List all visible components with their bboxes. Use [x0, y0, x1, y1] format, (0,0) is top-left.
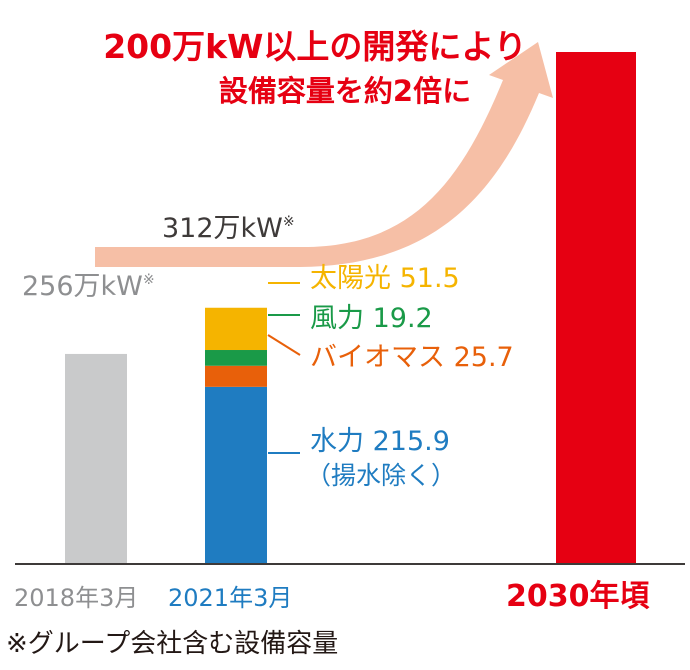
bar-segment-1: [205, 386, 267, 564]
x-tick-label-3: 2030年頃: [506, 579, 650, 614]
segment-label-3: 風力 19.2: [310, 303, 433, 334]
bar-2-total-label: 312万kW※: [162, 213, 295, 244]
footnote-mark: ※: [283, 214, 295, 230]
bar-1-rect: [65, 353, 127, 564]
headline-line2: 設備容量を約2倍に: [219, 74, 471, 108]
growth-arrow: [95, 42, 553, 267]
segment-label-group: 水力 215.9 （揚水除く） バイオマス 25.7 風力 19.2 太陽光 51.5: [267, 263, 514, 490]
leader-line-2: [267, 334, 301, 356]
footnote-mark: ※: [143, 272, 155, 288]
segment-label-4: 太陽光 51.5: [310, 263, 460, 294]
x-tick-label-1: 2018年3月: [14, 584, 138, 612]
footnote: ※グループ会社含む設備容量: [6, 629, 338, 659]
bar-segment-2: [205, 365, 267, 387]
bar-1-total-label: 256万kW※: [22, 271, 155, 302]
segment-label-1: 水力 215.9: [310, 426, 450, 457]
bar-segment-3: [205, 350, 267, 366]
bar-group: [65, 52, 636, 564]
bar-segment-4: [205, 307, 267, 351]
segment-note-1: （揚水除く）: [306, 461, 456, 490]
x-tick-label-2: 2021年3月: [168, 584, 292, 612]
segment-label-2: バイオマス 25.7: [310, 342, 514, 373]
headline-line1: 200万kW以上の開発により: [103, 27, 527, 66]
bar-3-rect: [556, 52, 636, 564]
